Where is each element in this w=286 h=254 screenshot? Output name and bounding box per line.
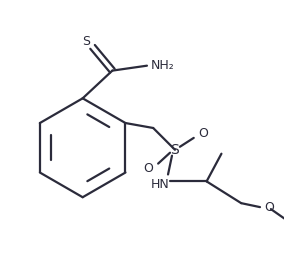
- Text: S: S: [170, 143, 179, 157]
- Text: O: O: [143, 162, 153, 175]
- Text: NH₂: NH₂: [151, 59, 175, 72]
- Text: S: S: [82, 36, 90, 49]
- Text: O: O: [264, 201, 274, 214]
- Text: HN: HN: [151, 178, 170, 191]
- Text: O: O: [199, 128, 208, 140]
